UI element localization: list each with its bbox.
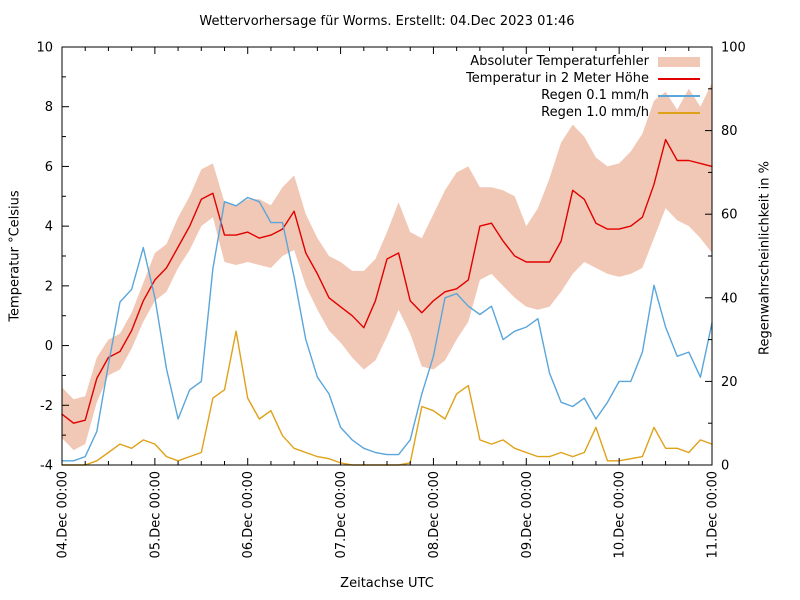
legend-line-swatch bbox=[658, 77, 700, 80]
x-tick-label: 08.Dec 00:00 bbox=[427, 471, 442, 558]
y-left-tick-label: 8 bbox=[45, 100, 53, 115]
chart-title: Wettervorhersage für Worms. Erstellt: 04… bbox=[199, 14, 575, 29]
legend-item: Temperatur in 2 Meter Höhe bbox=[466, 70, 700, 87]
legend-band-swatch bbox=[658, 56, 700, 67]
x-tick-label: 07.Dec 00:00 bbox=[334, 471, 349, 558]
y-right-tick-label: 60 bbox=[721, 208, 738, 223]
y-left-tick-label: 4 bbox=[45, 220, 53, 235]
x-tick-label: 06.Dec 00:00 bbox=[241, 471, 256, 558]
y-right-tick-label: 100 bbox=[721, 41, 746, 56]
x-axis-label: Zeitachse UTC bbox=[340, 576, 434, 591]
y-right-tick-label: 20 bbox=[721, 375, 738, 390]
y-left-tick-label: 10 bbox=[36, 41, 53, 56]
x-tick-label: 04.Dec 00:00 bbox=[56, 471, 71, 558]
legend-line-swatch bbox=[658, 94, 700, 97]
legend-label: Regen 0.1 mm/h bbox=[541, 88, 649, 103]
x-tick-label: 09.Dec 00:00 bbox=[520, 471, 535, 558]
legend-line-swatch bbox=[658, 111, 700, 114]
series-line-1 bbox=[61, 196, 713, 462]
x-tick-label: 05.Dec 00:00 bbox=[148, 471, 163, 558]
legend-item: Absoluter Temperaturfehler bbox=[466, 53, 700, 70]
y-left-tick-label: 6 bbox=[45, 160, 53, 175]
x-tick-label: 11.Dec 00:00 bbox=[706, 471, 721, 558]
error-band bbox=[62, 82, 712, 451]
series-line-0 bbox=[61, 138, 713, 424]
legend-item: Regen 0.1 mm/h bbox=[466, 87, 700, 104]
y-left-tick-label: 0 bbox=[45, 339, 53, 354]
series-line-2 bbox=[61, 330, 713, 466]
x-tick-label: 10.Dec 00:00 bbox=[613, 471, 628, 558]
legend-label: Absoluter Temperaturfehler bbox=[470, 54, 649, 69]
y-left-tick-label: 2 bbox=[45, 279, 53, 294]
legend-label: Regen 1.0 mm/h bbox=[541, 105, 649, 120]
y-right-tick-label: 40 bbox=[721, 291, 738, 306]
y-right-tick-label: 0 bbox=[721, 459, 729, 474]
y-right-tick-label: 80 bbox=[721, 124, 738, 139]
legend-item: Regen 1.0 mm/h bbox=[466, 104, 700, 121]
legend: Absoluter Temperaturfehler Temperatur in … bbox=[466, 53, 700, 121]
legend-label: Temperatur in 2 Meter Höhe bbox=[466, 71, 649, 86]
y-left-tick-label: -2 bbox=[40, 399, 53, 414]
y-left-tick-label: -4 bbox=[40, 459, 53, 474]
